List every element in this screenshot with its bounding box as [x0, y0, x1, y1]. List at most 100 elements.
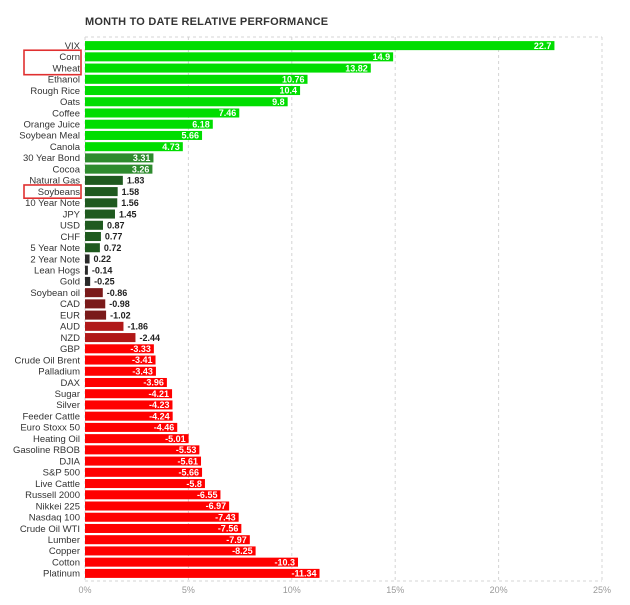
data-label: 0.22 [94, 254, 112, 264]
data-label: 1.45 [119, 209, 137, 219]
bar-10-year-note [85, 198, 118, 208]
category-label: 5 Year Note [30, 243, 80, 254]
category-label: Euro Stoxx 50 [20, 423, 80, 434]
data-label: 1.56 [121, 198, 139, 208]
data-label: 14.9 [373, 52, 391, 62]
bar-30-year-bond [85, 153, 154, 163]
data-label: -11.34 [291, 569, 316, 579]
data-label: -3.43 [132, 366, 153, 376]
bar-canola [85, 142, 183, 152]
data-label: -0.86 [107, 288, 128, 298]
category-label: Silver [56, 400, 80, 411]
bar-natural-gas [85, 175, 123, 185]
bar-silver [85, 400, 173, 410]
label-layer: VIX 22.7 Corn 14.9 Wheat 13.82 Ethanol 10.76 Rou… [13, 41, 551, 580]
bar-djia [85, 456, 202, 466]
bar-soybean-oil [85, 288, 103, 298]
bar-rough-rice [85, 86, 301, 96]
category-label: Sugar [55, 389, 80, 400]
bar-palladium [85, 366, 156, 376]
data-label: -5.66 [179, 468, 200, 478]
data-label: -0.14 [92, 265, 113, 275]
category-label: Cocoa [53, 164, 81, 175]
x-tick-label: 25% [593, 585, 611, 595]
category-label: Heating Oil [33, 434, 80, 445]
category-label: Crude Oil Brent [15, 355, 81, 366]
category-label: Orange Juice [23, 120, 80, 131]
data-label: -2.44 [139, 333, 160, 343]
bar-jpy [85, 209, 115, 219]
bar-aud [85, 321, 124, 331]
data-label: 6.18 [192, 119, 210, 129]
category-label: Russell 2000 [25, 490, 80, 501]
data-label: -1.02 [110, 310, 131, 320]
category-label: VIX [65, 41, 81, 52]
bar-nikkei-225 [85, 501, 230, 511]
category-label: Nasdaq 100 [29, 513, 80, 524]
data-label: -4.21 [149, 389, 170, 399]
category-label: Feeder Cattle [22, 411, 80, 422]
category-label: Natural Gas [29, 176, 80, 187]
bar-lumber [85, 535, 250, 545]
bar-copper [85, 546, 256, 556]
bar-soybeans [85, 187, 118, 197]
category-label: CHF [60, 232, 80, 243]
bar-sugar [85, 389, 173, 399]
bar-russell-2000 [85, 490, 221, 500]
grid-layer [84, 36, 603, 582]
category-label: DJIA [59, 456, 80, 467]
data-label: -5.61 [177, 456, 198, 466]
x-tick-label: 10% [283, 585, 301, 595]
data-label: 1.58 [122, 187, 140, 197]
bar-usd [85, 220, 103, 230]
data-label: 4.73 [162, 142, 180, 152]
chart-title: MONTH TO DATE RELATIVE PERFORMANCE [85, 16, 329, 28]
x-tick-label: 20% [490, 585, 508, 595]
category-label: Coffee [52, 108, 80, 119]
category-label: 10 Year Note [25, 198, 80, 209]
category-label: Wheat [53, 63, 81, 74]
category-label: GBP [60, 344, 80, 355]
data-label: -10.3 [274, 557, 295, 567]
category-label: Soybeans [38, 187, 81, 198]
data-label: -0.98 [109, 299, 130, 309]
category-label: EUR [60, 310, 80, 321]
data-label: -3.96 [143, 378, 164, 388]
x-tick-label: 15% [386, 585, 404, 595]
data-label: -4.23 [149, 400, 170, 410]
bar-corn [85, 52, 394, 62]
category-label: Corn [59, 52, 80, 63]
bar-platinum [85, 568, 320, 578]
bar-orange-juice [85, 119, 213, 129]
data-label: 13.82 [345, 63, 368, 73]
bar-dax [85, 377, 167, 388]
x-tick-label: 0% [78, 585, 91, 595]
data-label: -5.01 [165, 434, 186, 444]
data-label: 7.46 [219, 108, 237, 118]
data-label: 5.66 [182, 131, 200, 141]
bar-nzd [85, 333, 136, 343]
category-label: Cotton [52, 557, 80, 568]
highlight-layer [23, 49, 82, 200]
data-label: -6.97 [206, 501, 227, 511]
data-label: -1.86 [127, 322, 148, 332]
data-label: -6.55 [197, 490, 218, 500]
bar-oats [85, 97, 288, 107]
category-label: Canola [50, 142, 81, 153]
data-label: -3.33 [130, 344, 151, 354]
category-label: Nikkei 225 [36, 501, 80, 512]
bar-2-year-note [85, 254, 90, 264]
category-label: Live Cattle [35, 479, 80, 490]
bar-vix [85, 41, 555, 51]
data-label: -4.46 [154, 423, 175, 433]
category-label: Oats [60, 97, 80, 108]
category-label: Lean Hogs [34, 265, 80, 276]
bar-ethanol [85, 74, 308, 84]
category-label: Gold [60, 277, 80, 288]
category-label: Crude Oil WTI [20, 524, 80, 535]
bar-layer [85, 41, 555, 578]
bar-crude-oil-brent [85, 355, 156, 365]
data-label: -4.24 [149, 411, 170, 421]
data-label: 9.8 [272, 97, 285, 107]
